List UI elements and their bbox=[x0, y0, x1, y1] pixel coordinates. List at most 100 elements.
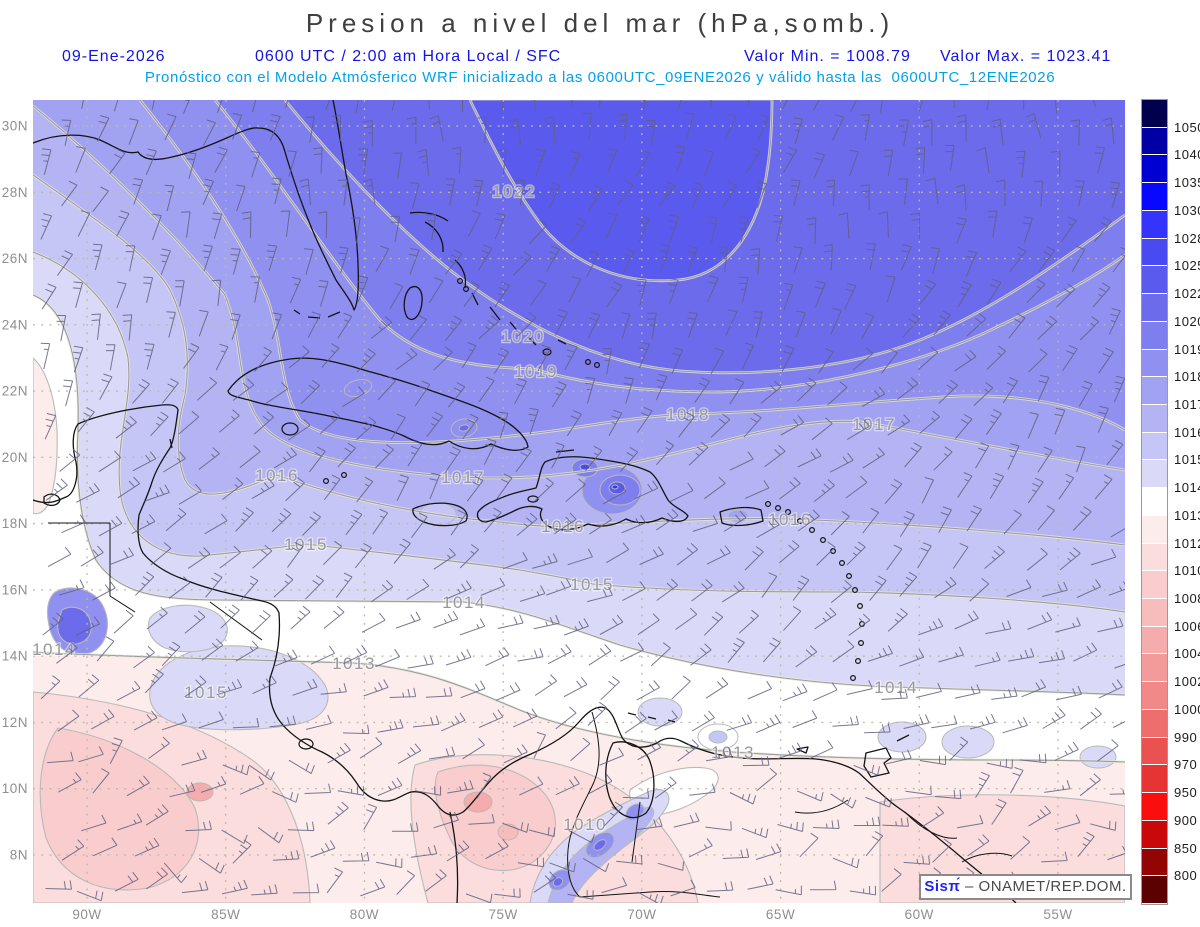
wind-barb bbox=[503, 744, 528, 764]
wind-barb bbox=[407, 440, 423, 467]
wind-barb bbox=[883, 149, 894, 176]
colorbar-tick-label: 1019 bbox=[1174, 341, 1200, 357]
wind-barb bbox=[882, 817, 909, 827]
wind-barb bbox=[41, 148, 52, 175]
sispi-logo: Sisπ́ bbox=[924, 878, 961, 895]
colorbar-tick-label: 1050 bbox=[1174, 119, 1200, 135]
wind-barb bbox=[917, 542, 932, 569]
contour-label: 1019 bbox=[514, 362, 558, 381]
contour-label: 1010 bbox=[563, 815, 607, 834]
wind-barb bbox=[546, 578, 572, 596]
wind-barb bbox=[327, 801, 349, 825]
wind-barb bbox=[938, 506, 952, 533]
island-dot bbox=[819, 536, 826, 543]
wind-barb bbox=[198, 447, 220, 470]
wind-barb bbox=[1058, 473, 1075, 500]
coastline bbox=[527, 336, 537, 346]
wind-barb bbox=[723, 510, 747, 532]
wind-barb bbox=[47, 546, 72, 568]
wind-barb bbox=[250, 151, 261, 178]
wind-barb bbox=[1092, 282, 1111, 308]
wind-barb bbox=[1037, 446, 1053, 473]
wind-barb bbox=[426, 411, 444, 438]
wind-barb bbox=[92, 580, 116, 601]
wind-barb bbox=[933, 310, 951, 336]
wind-barb bbox=[743, 412, 762, 438]
wind-barb bbox=[444, 315, 463, 341]
wind-barb bbox=[78, 746, 104, 763]
wind-barb bbox=[411, 512, 428, 538]
wind-barb bbox=[146, 606, 168, 630]
wind-barb bbox=[795, 310, 806, 338]
wind-barb bbox=[832, 640, 855, 663]
wind-barb bbox=[116, 680, 141, 701]
lon-tick-label: 65W bbox=[766, 907, 795, 922]
wind-barb bbox=[59, 448, 81, 472]
wind-barb bbox=[938, 379, 958, 404]
wind-barb bbox=[866, 243, 876, 270]
wind-barb bbox=[922, 119, 933, 146]
wind-barb bbox=[703, 611, 724, 636]
wind-barb bbox=[280, 210, 291, 237]
colorbar-segment bbox=[1142, 183, 1167, 210]
wind-barb bbox=[269, 114, 281, 141]
wind-barb bbox=[756, 517, 780, 539]
wind-barb bbox=[905, 785, 932, 796]
wind-barb bbox=[1094, 146, 1105, 173]
wind-barb bbox=[760, 380, 782, 404]
wind-barb bbox=[689, 783, 716, 796]
wind-barb bbox=[517, 857, 545, 868]
wind-barb bbox=[825, 179, 836, 207]
wind-barb bbox=[272, 849, 300, 861]
wind-barb bbox=[360, 878, 386, 897]
wind-barb bbox=[211, 279, 222, 306]
wind-barb bbox=[300, 379, 320, 405]
wind-barb bbox=[921, 477, 934, 504]
wind-barb bbox=[887, 608, 908, 632]
colorbar-tick-label: 1006 bbox=[1174, 618, 1200, 634]
coastline bbox=[307, 316, 321, 319]
wind-barb bbox=[473, 179, 484, 207]
colorbar-segment bbox=[1142, 404, 1167, 432]
colorbar-tick-label: 1012 bbox=[1174, 535, 1200, 551]
wind-barb bbox=[1054, 100, 1058, 114]
wind-barb bbox=[516, 512, 538, 536]
wind-barb bbox=[221, 829, 248, 844]
wind-barb bbox=[493, 347, 510, 374]
colorbar-tick-label: 1020 bbox=[1174, 313, 1200, 329]
wind-barb bbox=[162, 378, 179, 404]
wind-barb bbox=[292, 678, 318, 696]
wind-barb bbox=[659, 244, 671, 271]
isobar-line bbox=[214, 100, 1125, 393]
contour-label: 1016 bbox=[255, 466, 299, 485]
coastline bbox=[557, 339, 567, 345]
wind-barb bbox=[483, 438, 497, 465]
wind-barb bbox=[414, 380, 431, 407]
wind-barb bbox=[1054, 814, 1081, 831]
wind-barb bbox=[588, 644, 612, 666]
wind-barb bbox=[371, 580, 394, 603]
wind-barb bbox=[669, 482, 694, 503]
wind-barb bbox=[322, 540, 343, 566]
wind-barb bbox=[98, 515, 123, 537]
colorbar-tick-label: 1010 bbox=[1174, 563, 1200, 579]
border-line bbox=[209, 601, 263, 641]
wind-barb bbox=[1079, 773, 1101, 797]
wind-barb bbox=[461, 100, 464, 113]
wind-barb bbox=[620, 446, 639, 472]
wind-barb bbox=[145, 804, 169, 826]
wind-barb bbox=[795, 645, 818, 668]
wind-barb bbox=[163, 862, 188, 884]
wind-barb bbox=[1073, 642, 1098, 662]
wind-barb bbox=[468, 813, 495, 825]
colorbar-segment bbox=[1142, 155, 1167, 183]
wind-barb bbox=[1037, 505, 1055, 531]
wind-barb bbox=[1042, 581, 1068, 597]
island-dot bbox=[593, 362, 600, 369]
wind-barb bbox=[865, 796, 892, 808]
wind-barb bbox=[638, 341, 650, 369]
wind-barb bbox=[677, 100, 682, 111]
wind-barb bbox=[656, 508, 679, 531]
colorbar-segment bbox=[1142, 266, 1167, 294]
wind-barb bbox=[710, 347, 725, 375]
